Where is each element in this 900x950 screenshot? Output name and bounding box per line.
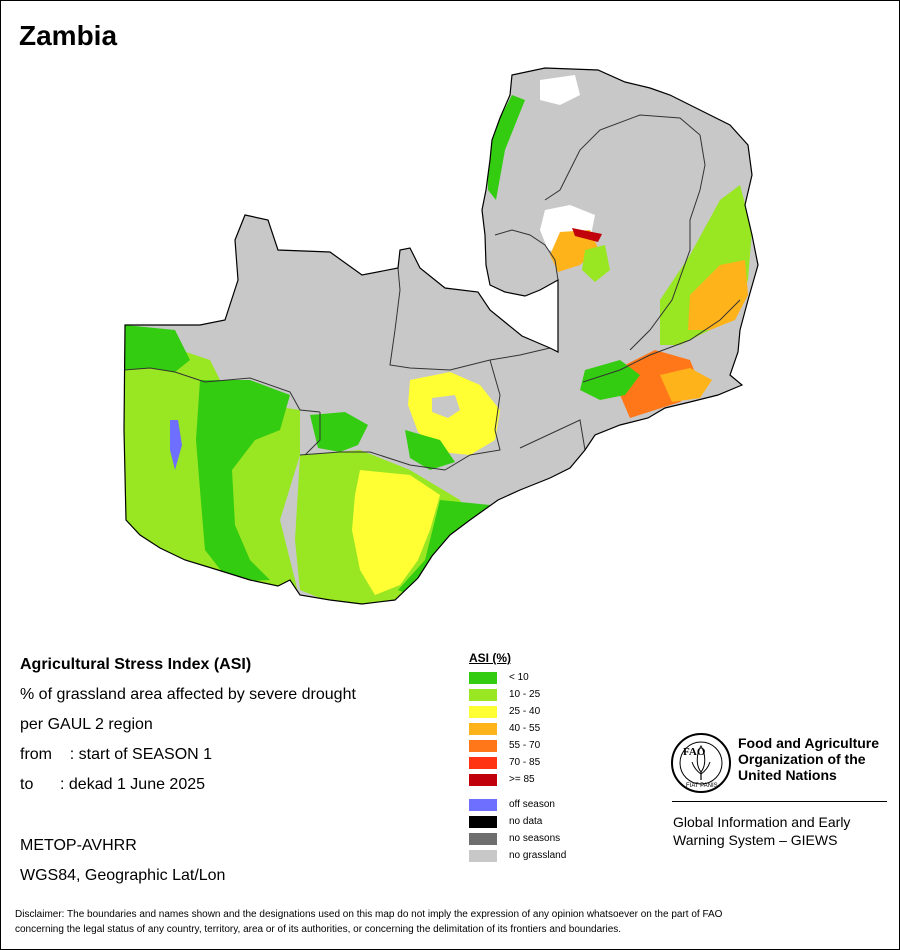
- disclaimer-line-2: concerning the legal status of any count…: [15, 924, 622, 935]
- info-line-6: WGS84, Geographic Lat/Lon: [20, 867, 226, 884]
- legend-label: 70 - 85: [509, 757, 541, 768]
- fao-name-line-1: Food and Agriculture: [738, 735, 880, 751]
- legend-title: ASI (%): [469, 651, 511, 665]
- legend-label: no seasons: [509, 833, 561, 844]
- asi-zone-bangweulu-orange: [550, 230, 598, 272]
- legend-item: 40 - 55: [469, 720, 566, 737]
- asi-zone-lusaka-dark-green: [405, 430, 455, 470]
- legend-item: < 10: [469, 669, 566, 686]
- legend-swatch: [469, 773, 497, 786]
- legend-swatch: [469, 832, 497, 845]
- legend-item: 55 - 70: [469, 737, 566, 754]
- asi-zone-eastern-dark-orange: [620, 350, 700, 418]
- asi-zone-kafue-dark-green: [310, 412, 368, 452]
- asi-zone-central-grey-hole: [432, 395, 460, 418]
- legend-item: 10 - 25: [469, 686, 566, 703]
- giews-name: Global Information and Early Warning Sys…: [673, 813, 850, 849]
- legend-swatch: [469, 756, 497, 769]
- map-title: Zambia: [19, 20, 118, 51]
- fao-name-line-3: United Nations: [738, 767, 837, 783]
- info-line-4: to : dekad 1 June 2025: [20, 776, 206, 793]
- asi-zone-northwest-strip-dark-green: [486, 95, 525, 200]
- asi-zone-luapula-light-green: [582, 245, 610, 282]
- fao-organization-name: Food and Agriculture Organization of the…: [738, 735, 898, 783]
- fao-logo-letter-f: FAO: [683, 746, 706, 758]
- fao-logo-motto: FIAT PANIS: [686, 783, 718, 789]
- giews-line-2: Warning System – GIEWS: [673, 832, 838, 848]
- legend-label: 55 - 70: [509, 740, 541, 751]
- legend-label: off season: [509, 799, 555, 810]
- legend-swatch: [469, 722, 497, 735]
- legend-swatch: [469, 671, 497, 684]
- legend-swatch: [469, 815, 497, 828]
- fao-logo: FAO FIAT PANIS: [671, 733, 731, 793]
- legend-label: < 10: [509, 672, 529, 683]
- asi-legend: ASI (%) < 10 10 - 25 25 - 40 40 - 55 55 …: [469, 651, 566, 864]
- asi-zone-north-white: [540, 75, 580, 105]
- asi-zone-muchinga-orange: [688, 260, 748, 330]
- legend-label: 40 - 55: [509, 723, 541, 734]
- legend-item: >= 85: [469, 771, 566, 788]
- legend-item: no data: [469, 813, 566, 830]
- asi-pixels-layer: [124, 75, 752, 604]
- asi-zone-off-season-blue: [170, 420, 182, 470]
- info-line-1: % of grassland area affected by severe d…: [20, 686, 356, 703]
- fao-divider: [672, 801, 887, 802]
- legend-label: no data: [509, 816, 543, 827]
- asi-zone-eastern-light-orange: [660, 368, 712, 402]
- info-line-5: METOP-AVHRR: [20, 837, 137, 854]
- legend-item: 25 - 40: [469, 703, 566, 720]
- legend-label: 10 - 25: [509, 689, 541, 700]
- legend-swatch: [469, 705, 497, 718]
- disclaimer: Disclaimer: The boundaries and names sho…: [15, 907, 885, 937]
- province-boundaries: [123, 114, 741, 471]
- legend-swatch: [469, 849, 497, 862]
- disclaimer-line-1: Disclaimer: The boundaries and names sho…: [15, 909, 723, 920]
- asi-zone-bangweulu-red: [572, 228, 602, 242]
- fao-name-line-2: Organization of the: [738, 751, 866, 767]
- legend-swatch: [469, 798, 497, 811]
- asi-zone-southern-yellow: [352, 470, 440, 595]
- asi-zone-luangwa-dark-green: [580, 360, 640, 400]
- giews-line-1: Global Information and Early: [673, 814, 851, 830]
- zambia-map: [123, 67, 759, 605]
- info-title: Agricultural Stress Index (ASI): [20, 656, 252, 673]
- legend-label: no grassland: [509, 850, 567, 861]
- legend-item: off season: [469, 796, 566, 813]
- asi-zone-northwest-dark-green: [124, 325, 190, 372]
- asi-zone-west-dark-green: [196, 380, 290, 582]
- legend-item: no seasons: [469, 830, 566, 847]
- info-line-2: per GAUL 2 region: [20, 716, 153, 733]
- legend-label: 25 - 40: [509, 706, 541, 717]
- info-line-3: from : start of SEASON 1: [20, 746, 213, 763]
- legend-item: no grassland: [469, 847, 566, 864]
- legend-label: >= 85: [509, 774, 535, 785]
- legend-swatch: [469, 688, 497, 701]
- legend-swatch: [469, 739, 497, 752]
- legend-item: 70 - 85: [469, 754, 566, 771]
